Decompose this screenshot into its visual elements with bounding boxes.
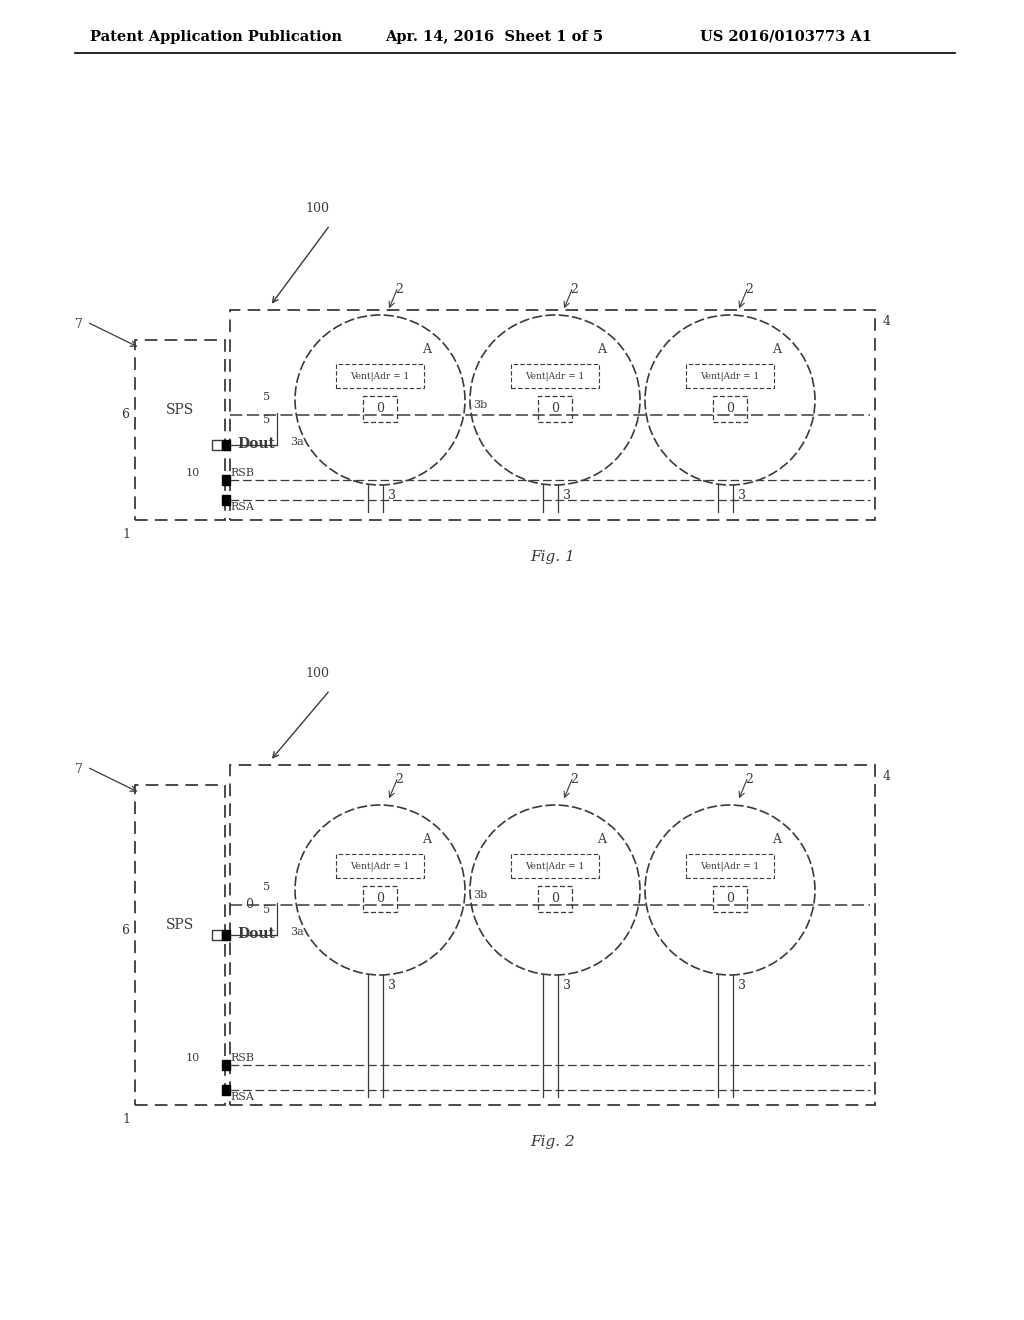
Bar [135, 785, 225, 1105]
Bar [538, 886, 572, 912]
Text: SPS: SPS [166, 403, 195, 417]
Text: 5: 5 [263, 392, 270, 403]
Bar [230, 310, 874, 520]
Text: 0: 0 [245, 899, 253, 912]
Text: A: A [597, 343, 606, 356]
Text: Fig. 1: Fig. 1 [530, 550, 574, 564]
Text: Vent|Adr = 1: Vent|Adr = 1 [525, 861, 585, 871]
Text: 3: 3 [388, 488, 396, 502]
Text: 3: 3 [563, 979, 571, 993]
Text: 10: 10 [185, 1053, 200, 1063]
Text: 4: 4 [883, 770, 891, 783]
Text: 5: 5 [263, 882, 270, 892]
Text: 0: 0 [726, 403, 734, 416]
Text: RSB: RSB [230, 469, 254, 478]
Bar [362, 886, 397, 912]
Bar [336, 364, 424, 388]
Text: 1: 1 [122, 528, 130, 541]
Text: 2: 2 [745, 282, 753, 296]
Text: Dout: Dout [237, 927, 274, 941]
Bar [212, 440, 222, 450]
Bar [511, 854, 599, 878]
Bar [713, 886, 746, 912]
Text: Fig. 2: Fig. 2 [530, 1135, 574, 1148]
Text: 5: 5 [263, 906, 270, 915]
Bar [222, 440, 230, 450]
Text: US 2016/0103773 A1: US 2016/0103773 A1 [700, 30, 872, 44]
Text: 2: 2 [395, 282, 402, 296]
Text: RSA: RSA [230, 1092, 254, 1102]
Text: Vent|Adr = 1: Vent|Adr = 1 [700, 371, 760, 380]
Text: Vent|Adr = 1: Vent|Adr = 1 [700, 861, 760, 871]
Bar [336, 854, 424, 878]
Text: RSA: RSA [230, 502, 254, 512]
Text: RSB: RSB [230, 1053, 254, 1063]
Bar [222, 1060, 230, 1071]
Text: Vent|Adr = 1: Vent|Adr = 1 [350, 861, 410, 871]
Text: 7: 7 [75, 318, 83, 331]
Text: 2: 2 [395, 774, 402, 785]
Text: Vent|Adr = 1: Vent|Adr = 1 [350, 371, 410, 380]
Bar [230, 766, 874, 1105]
Text: A: A [422, 833, 431, 846]
Bar [135, 341, 225, 520]
Bar [686, 364, 774, 388]
Text: Apr. 14, 2016  Sheet 1 of 5: Apr. 14, 2016 Sheet 1 of 5 [385, 30, 603, 44]
Text: 100: 100 [305, 667, 329, 680]
Text: 3: 3 [738, 488, 746, 502]
Text: 3a: 3a [290, 437, 304, 447]
Text: A: A [772, 833, 781, 846]
Text: 2: 2 [570, 282, 578, 296]
Text: Vent|Adr = 1: Vent|Adr = 1 [525, 371, 585, 380]
Text: 0: 0 [376, 403, 384, 416]
Bar [222, 1085, 230, 1096]
Text: 0: 0 [726, 892, 734, 906]
Text: 6: 6 [121, 408, 129, 421]
Text: 3a: 3a [290, 927, 304, 937]
Text: 0: 0 [551, 892, 559, 906]
Text: Dout: Dout [237, 437, 274, 451]
Bar [222, 495, 230, 506]
Text: 3: 3 [738, 979, 746, 993]
Text: 4: 4 [883, 315, 891, 327]
Bar [222, 475, 230, 484]
Bar [362, 396, 397, 422]
Text: 7: 7 [75, 763, 83, 776]
Text: 0: 0 [376, 892, 384, 906]
Bar [686, 854, 774, 878]
Text: 100: 100 [305, 202, 329, 215]
Bar [212, 931, 222, 940]
Bar [222, 931, 230, 940]
Text: 3b: 3b [473, 400, 487, 411]
Text: Patent Application Publication: Patent Application Publication [90, 30, 342, 44]
Text: 10: 10 [185, 469, 200, 478]
Bar [713, 396, 746, 422]
Text: 3: 3 [388, 979, 396, 993]
Text: 1: 1 [122, 1113, 130, 1126]
Text: 2: 2 [745, 774, 753, 785]
Text: 2: 2 [570, 774, 578, 785]
Text: 0: 0 [551, 403, 559, 416]
Bar [538, 396, 572, 422]
Text: A: A [422, 343, 431, 356]
Text: 5: 5 [263, 414, 270, 425]
Bar [511, 364, 599, 388]
Text: 3: 3 [563, 488, 571, 502]
Text: A: A [597, 833, 606, 846]
Text: 3b: 3b [473, 890, 487, 900]
Text: 6: 6 [121, 924, 129, 936]
Text: SPS: SPS [166, 917, 195, 932]
Text: A: A [772, 343, 781, 356]
